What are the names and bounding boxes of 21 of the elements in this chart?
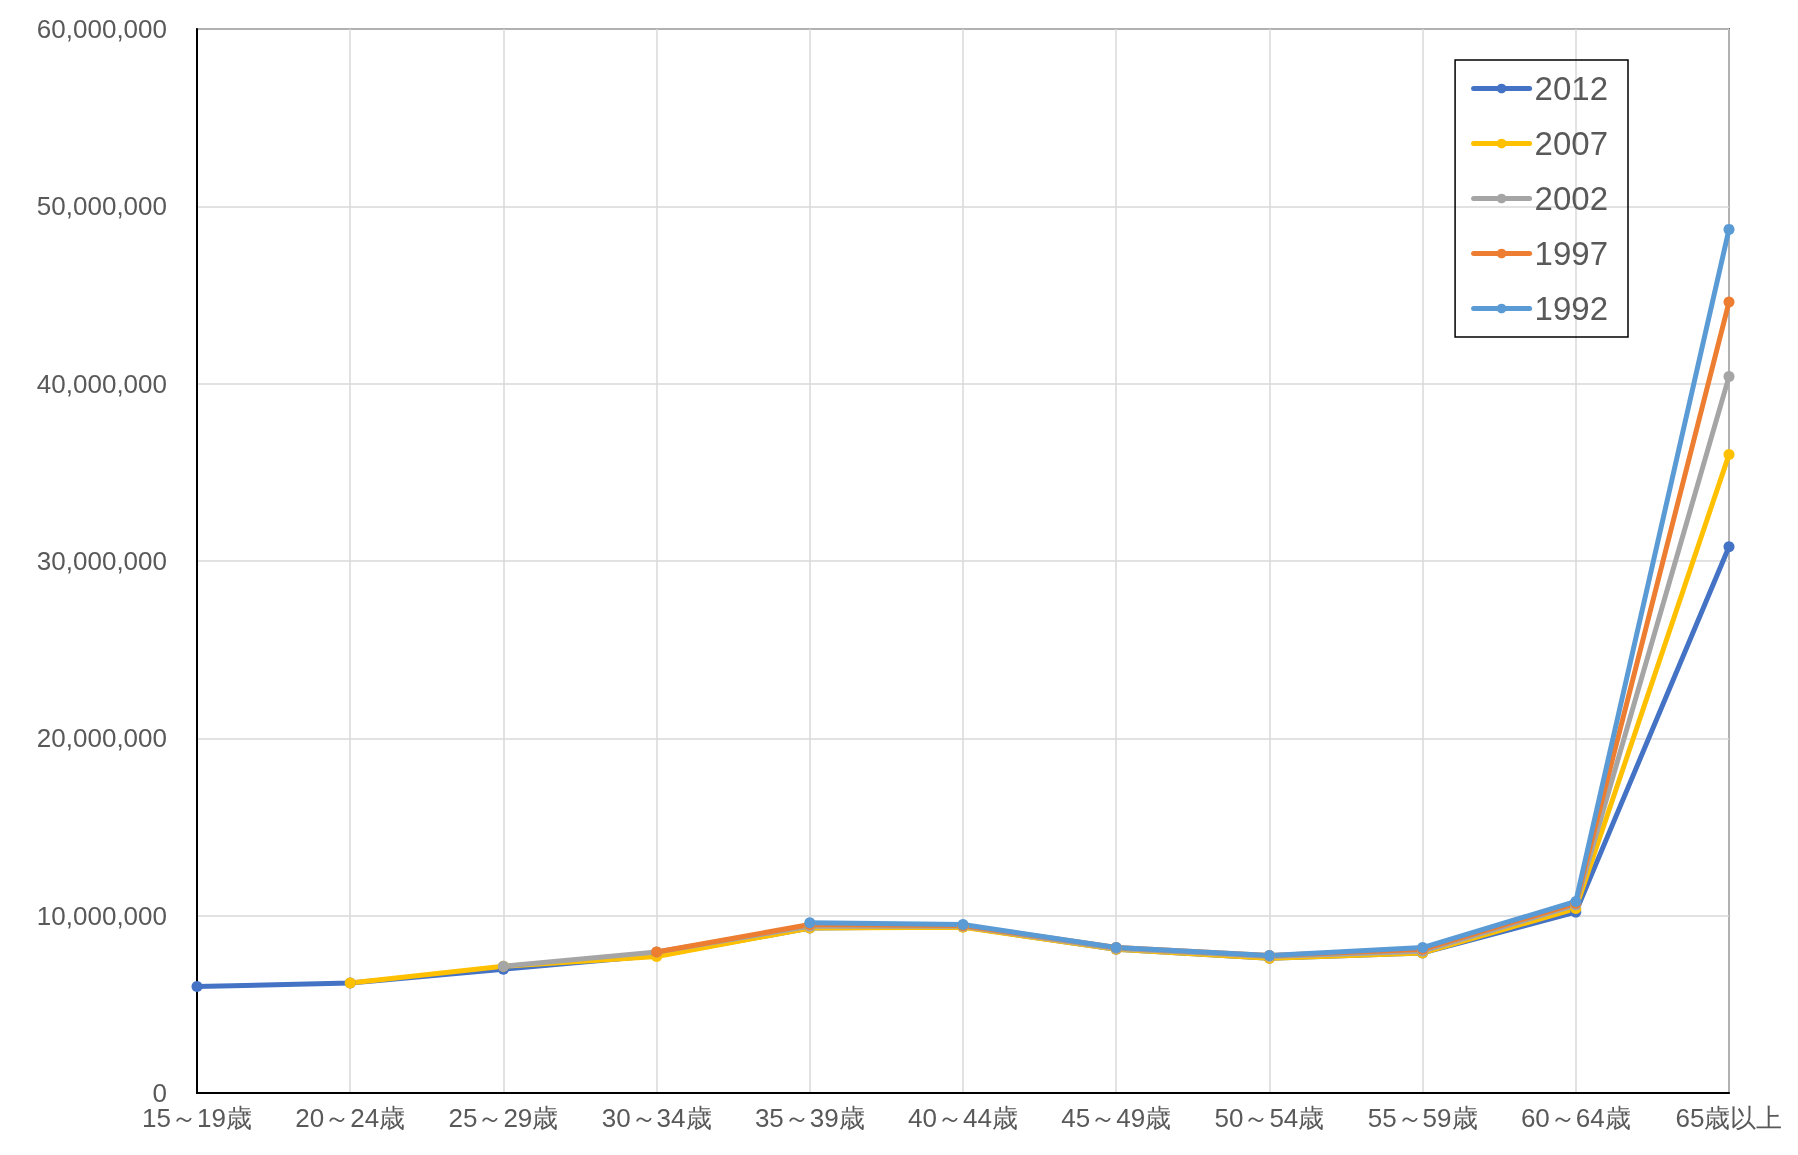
legend-label: 2012 [1534, 70, 1609, 107]
x-tick-label: 55～59歳 [1367, 1103, 1478, 1133]
y-tick-label: 60,000,000 [36, 14, 167, 44]
y-tick-label: 20,000,000 [36, 723, 167, 754]
legend-label: 1997 [1534, 235, 1609, 272]
x-tick-label: 20～24歳 [295, 1103, 406, 1133]
legend-label: 1992 [1534, 290, 1609, 327]
x-tick-label: 65歳以上 [1675, 1103, 1783, 1133]
x-tick-label: 35～39歳 [754, 1103, 865, 1133]
x-tick-label: 45～49歳 [1061, 1103, 1172, 1133]
x-tick-label: 30～34歳 [601, 1103, 712, 1133]
legend-label: 2002 [1534, 180, 1609, 217]
x-tick-label: 25～29歳 [448, 1103, 559, 1133]
y-tick-label: 10,000,000 [36, 900, 167, 931]
y-tick-label: 30,000,000 [36, 546, 167, 576]
x-tick-label: 50～54歳 [1214, 1103, 1325, 1133]
x-tick-label: 60～64歳 [1520, 1103, 1631, 1133]
y-tick-label: 50,000,000 [36, 191, 167, 222]
x-tick-label: 40～44歳 [908, 1103, 1018, 1133]
legend-label: 2007 [1534, 125, 1609, 162]
y-tick-label: 40,000,000 [36, 368, 167, 399]
